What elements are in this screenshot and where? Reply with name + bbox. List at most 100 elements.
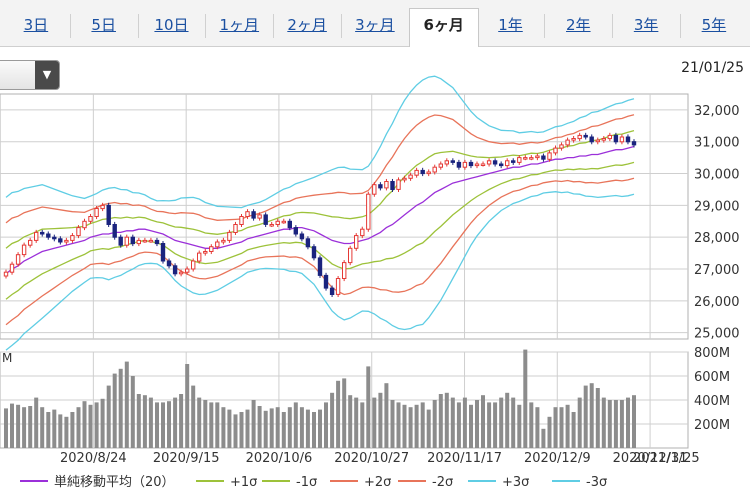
- candle: [221, 239, 226, 243]
- tab-separator: [273, 14, 275, 38]
- indicator-select[interactable]: ▼: [0, 60, 60, 90]
- tab-1[interactable]: 3日: [23, 16, 49, 34]
- candle: [124, 236, 129, 246]
- candle: [9, 263, 15, 273]
- volume-bar: [130, 376, 135, 448]
- candle: [166, 260, 172, 267]
- volume-bar: [450, 397, 455, 448]
- tab-3[interactable]: 10日: [154, 16, 189, 34]
- tab-7[interactable]: 6ヶ月: [408, 8, 479, 47]
- volume-bar: [324, 402, 328, 448]
- volume-tick-label: 800M: [694, 346, 730, 361]
- legend-label: +2σ: [364, 475, 391, 490]
- price-tick-label: 32,000: [694, 104, 740, 119]
- band-minus1-line: [5, 161, 635, 300]
- candle: [571, 138, 576, 141]
- candle: [94, 208, 99, 217]
- volume-bar: [312, 412, 316, 448]
- candle: [523, 157, 528, 160]
- tab-5[interactable]: 2ヶ月: [287, 16, 327, 34]
- candle: [148, 239, 154, 243]
- candle: [408, 174, 413, 179]
- volume-bar: [402, 404, 407, 448]
- band-minus3-line: [5, 191, 635, 351]
- candle: [227, 231, 232, 241]
- tab-8[interactable]: 1年: [498, 16, 523, 34]
- tab-9[interactable]: 2年: [566, 16, 591, 34]
- candle: [52, 236, 57, 240]
- x-tick-label: 2020/8/24: [60, 451, 127, 466]
- chevron-down-icon[interactable]: ▼: [35, 61, 59, 89]
- candle: [517, 157, 522, 163]
- volume-bar: [626, 397, 630, 448]
- candle: [613, 134, 619, 143]
- candle: [185, 268, 190, 273]
- candle: [160, 243, 166, 262]
- price-tick-label: 27,000: [694, 263, 740, 278]
- volume-bar: [179, 394, 184, 448]
- price-tick-label: 26,000: [694, 295, 740, 310]
- candle: [197, 252, 202, 262]
- volume-bar: [336, 380, 341, 448]
- price-panel: [0, 93, 689, 340]
- tab-10[interactable]: 3年: [633, 16, 659, 34]
- tab-2[interactable]: 5日: [91, 16, 116, 34]
- candle: [462, 161, 468, 168]
- band-plus2-line: [5, 114, 635, 224]
- volume-bar: [318, 409, 322, 448]
- tab-11[interactable]: 5年: [701, 16, 727, 34]
- volume-bar: [263, 410, 268, 448]
- candle: [233, 224, 238, 233]
- candle: [215, 241, 220, 248]
- volume-bar: [173, 397, 178, 448]
- volume-bar: [118, 368, 123, 448]
- volume-bar: [632, 395, 636, 448]
- volume-bar: [76, 407, 81, 448]
- candle: [311, 246, 317, 259]
- candle: [499, 163, 504, 167]
- volume-bar: [257, 406, 262, 448]
- candle: [559, 144, 564, 149]
- volume-bar: [420, 402, 425, 448]
- volume-bar: [505, 392, 510, 448]
- volume-bar: [148, 397, 153, 448]
- candle: [342, 262, 347, 280]
- x-tick-label: 2020/12/9: [524, 451, 591, 466]
- price-tick-label: 31,000: [694, 136, 740, 151]
- candle: [444, 160, 450, 165]
- volume-bar: [432, 400, 437, 448]
- candle: [577, 134, 582, 140]
- tab-6[interactable]: 3ヶ月: [355, 16, 395, 34]
- volume-bar: [493, 402, 498, 448]
- volume-bar: [571, 412, 576, 448]
- tab-4[interactable]: 1ヶ月: [219, 16, 260, 34]
- volume-bar: [619, 400, 624, 448]
- candle: [595, 139, 600, 143]
- volume-bar: [100, 398, 105, 448]
- legend-label: +3σ: [502, 475, 529, 490]
- volume-bar: [58, 414, 63, 448]
- volume-bar: [342, 378, 347, 448]
- volume-bar: [70, 412, 75, 448]
- tab-separator: [680, 14, 681, 38]
- candle: [450, 160, 456, 163]
- candle: [474, 163, 480, 167]
- candle: [372, 184, 377, 195]
- volume-bar: [305, 409, 310, 448]
- candle: [335, 278, 341, 295]
- volume-bar: [517, 404, 522, 448]
- volume-bar: [469, 404, 473, 448]
- volume-bar: [203, 400, 208, 448]
- volume-bar: [613, 400, 618, 448]
- volume-bar: [34, 397, 39, 448]
- volume-bar: [215, 402, 220, 448]
- volume-bar: [299, 407, 304, 448]
- volume-bar: [221, 407, 226, 448]
- volume-bar: [64, 416, 69, 448]
- volume-bar: [577, 397, 582, 448]
- volume-bar: [16, 404, 21, 448]
- candle: [64, 239, 69, 243]
- volume-bar: [136, 394, 141, 448]
- candle: [293, 227, 299, 235]
